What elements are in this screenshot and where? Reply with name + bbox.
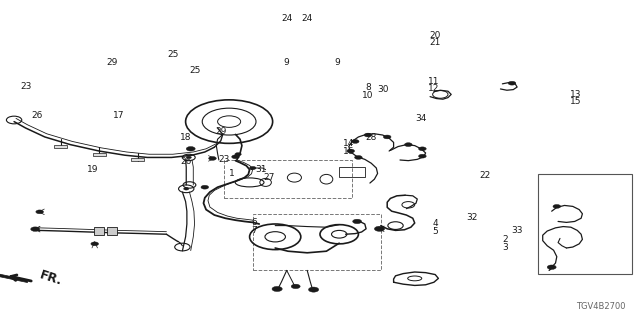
Text: 24: 24 xyxy=(301,14,313,23)
Text: 23: 23 xyxy=(218,156,230,164)
Bar xyxy=(94,227,104,235)
Text: 9: 9 xyxy=(335,58,340,67)
Text: 26: 26 xyxy=(31,111,43,120)
Text: 28: 28 xyxy=(365,133,377,142)
Text: 23: 23 xyxy=(20,82,31,91)
Circle shape xyxy=(419,154,426,158)
Circle shape xyxy=(235,153,241,156)
Text: 5: 5 xyxy=(433,227,438,236)
Text: 9: 9 xyxy=(284,58,289,67)
Circle shape xyxy=(355,156,362,159)
Circle shape xyxy=(186,147,195,151)
Circle shape xyxy=(36,210,44,214)
Text: 24: 24 xyxy=(281,14,292,23)
Text: 34: 34 xyxy=(415,114,427,123)
Text: 21: 21 xyxy=(429,38,441,47)
Text: 10: 10 xyxy=(362,92,374,100)
Text: 8: 8 xyxy=(365,84,371,92)
Text: 29: 29 xyxy=(106,58,118,67)
Text: 30: 30 xyxy=(377,85,388,94)
Text: 2: 2 xyxy=(503,236,508,244)
Bar xyxy=(253,214,381,270)
Text: 3: 3 xyxy=(503,243,508,252)
Text: 17: 17 xyxy=(113,111,124,120)
Circle shape xyxy=(374,226,385,231)
Circle shape xyxy=(419,147,426,151)
Circle shape xyxy=(250,166,256,170)
Circle shape xyxy=(209,156,216,160)
Text: 4: 4 xyxy=(433,220,438,228)
Circle shape xyxy=(404,143,412,147)
Text: 11: 11 xyxy=(428,77,440,86)
Text: FR.: FR. xyxy=(38,269,65,288)
Text: 29: 29 xyxy=(215,127,227,136)
Bar xyxy=(224,160,352,198)
Text: 1: 1 xyxy=(229,169,234,178)
Circle shape xyxy=(383,135,391,139)
Circle shape xyxy=(184,188,189,190)
Bar xyxy=(131,158,144,161)
Circle shape xyxy=(364,133,372,137)
Circle shape xyxy=(201,185,209,189)
Bar xyxy=(339,167,365,177)
Text: 26: 26 xyxy=(180,157,191,166)
Text: 25: 25 xyxy=(189,66,201,75)
Circle shape xyxy=(91,242,99,246)
Text: 13: 13 xyxy=(570,90,582,99)
Text: 7: 7 xyxy=(252,226,257,235)
Text: 6: 6 xyxy=(252,218,257,227)
Circle shape xyxy=(547,265,556,269)
Text: 25: 25 xyxy=(167,50,179,59)
Bar xyxy=(538,174,632,274)
Bar xyxy=(54,145,67,148)
Text: 27: 27 xyxy=(263,173,275,182)
Text: TGV4B2700: TGV4B2700 xyxy=(577,302,626,311)
Text: 14: 14 xyxy=(343,140,355,148)
Text: 16: 16 xyxy=(343,147,355,156)
Circle shape xyxy=(553,204,561,208)
Circle shape xyxy=(351,140,359,143)
Circle shape xyxy=(186,156,191,159)
Circle shape xyxy=(272,286,282,292)
Text: 18: 18 xyxy=(180,133,191,142)
Circle shape xyxy=(353,219,362,224)
Text: 33: 33 xyxy=(511,226,523,235)
Text: 31: 31 xyxy=(255,165,267,174)
Circle shape xyxy=(291,284,300,289)
Circle shape xyxy=(308,287,319,292)
Bar xyxy=(93,153,106,156)
Text: 32: 32 xyxy=(467,213,478,222)
Bar xyxy=(107,227,117,235)
Polygon shape xyxy=(0,274,28,283)
Circle shape xyxy=(508,81,516,85)
Circle shape xyxy=(232,155,239,159)
Text: 19: 19 xyxy=(87,165,99,174)
Text: 12: 12 xyxy=(428,84,440,93)
Text: 22: 22 xyxy=(479,171,491,180)
Circle shape xyxy=(31,227,40,231)
Text: 20: 20 xyxy=(429,31,441,40)
Text: 15: 15 xyxy=(570,97,582,106)
Circle shape xyxy=(347,149,355,153)
